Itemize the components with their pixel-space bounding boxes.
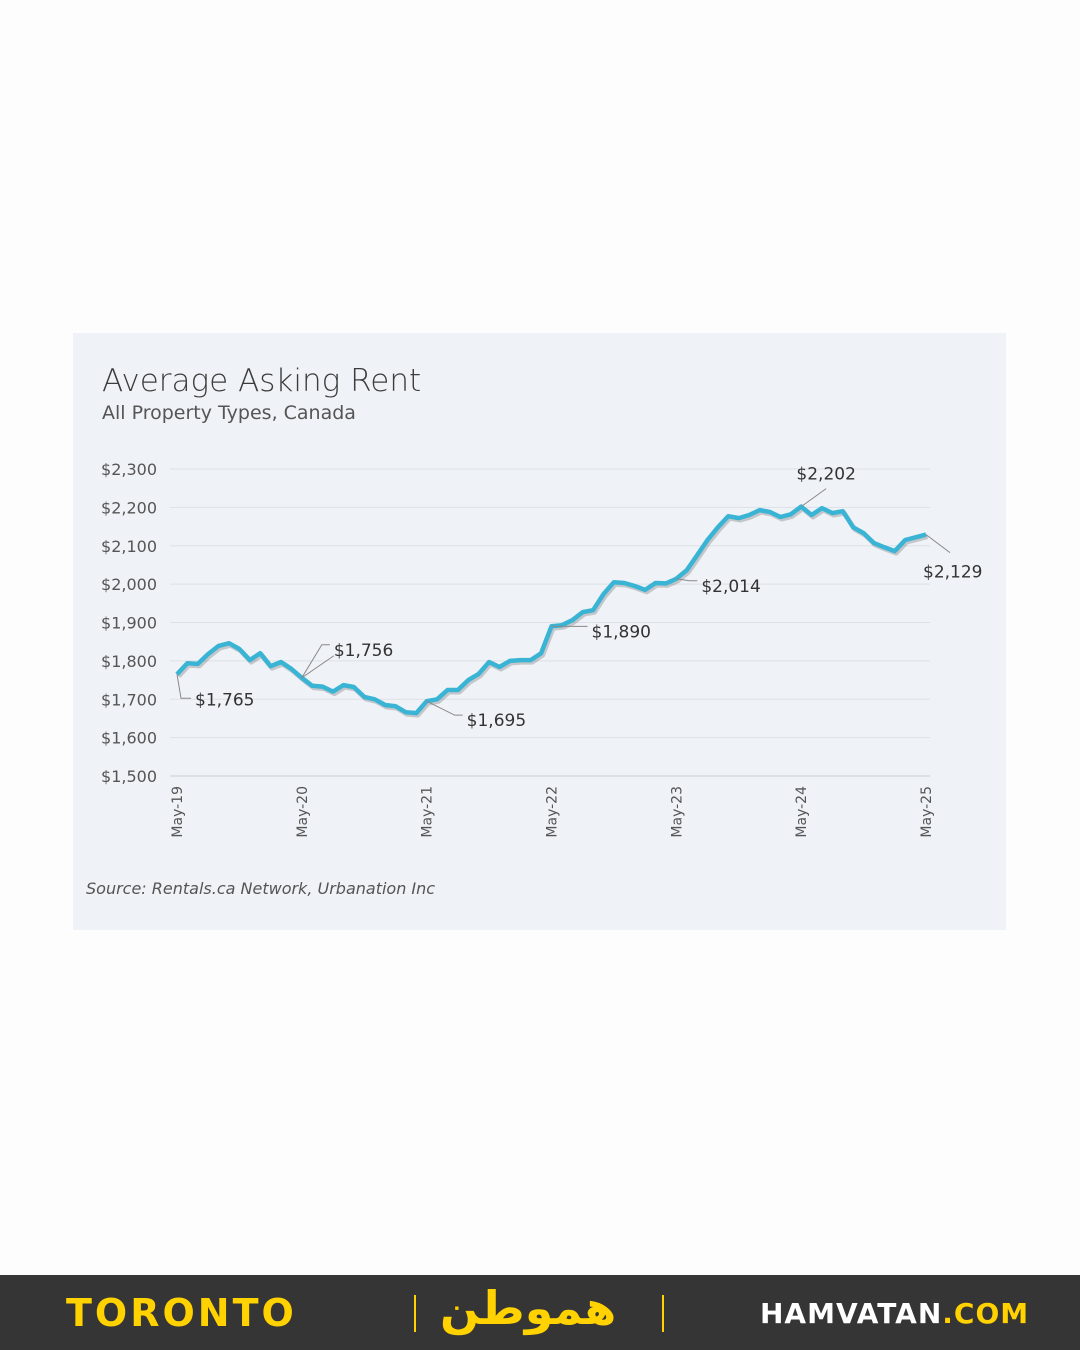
data-label: $1,695 <box>467 711 526 731</box>
y-tick-label: $1,900 <box>101 614 157 633</box>
separator <box>662 1295 664 1332</box>
data-label: $1,765 <box>195 690 254 710</box>
site-link[interactable]: HAMVATAN.COM <box>760 1297 1029 1330</box>
annotation-leader <box>800 488 827 508</box>
annotation-leader <box>301 644 330 679</box>
series-line <box>175 504 927 716</box>
data-label: $2,129 <box>923 563 982 583</box>
x-tick-label: May-22 <box>545 786 561 838</box>
city-label: TORONTO <box>66 1291 297 1335</box>
annotation-leader <box>426 700 463 716</box>
y-tick-label: $2,100 <box>101 537 157 556</box>
y-tick-label: $2,200 <box>101 498 157 517</box>
data-label: $1,890 <box>592 622 651 642</box>
chart-title: Average Asking Rent <box>102 363 422 399</box>
annotation-leader <box>301 655 335 679</box>
data-label: $2,014 <box>701 577 760 597</box>
y-tick-label: $2,300 <box>101 460 157 479</box>
y-tick-label: $1,700 <box>101 690 157 709</box>
annotation-leader <box>925 534 951 554</box>
series-line-shadow <box>176 506 929 718</box>
chart-subtitle: All Property Types, Canada <box>102 402 356 424</box>
annotation-leader <box>676 578 698 582</box>
x-tick-label: May-20 <box>295 786 311 838</box>
footer-bar: TORONTO هموطن HAMVATAN.COM <box>0 1275 1080 1350</box>
site-name: HAMVATAN <box>760 1297 943 1330</box>
y-tick-label: $1,800 <box>101 652 157 671</box>
x-tick-label: May-25 <box>919 786 935 838</box>
chart-card: Average Asking Rent All Property Types, … <box>73 333 1006 930</box>
site-domain: .COM <box>942 1297 1030 1330</box>
x-tick-label: May-21 <box>420 786 436 838</box>
x-tick-label: May-23 <box>669 786 685 838</box>
hamvatan-logo: هموطن <box>440 1281 617 1335</box>
y-tick-label: $1,600 <box>101 729 157 748</box>
annotation-leader <box>176 674 191 699</box>
x-tick-label: May-24 <box>794 786 810 838</box>
separator <box>414 1295 416 1332</box>
data-label: $2,202 <box>796 465 855 485</box>
data-label: $1,756 <box>334 641 393 661</box>
y-tick-label: $2,000 <box>101 575 157 594</box>
chart-source: Source: Rentals.ca Network, Urbanation I… <box>86 879 436 898</box>
x-tick-label: May-19 <box>170 786 186 838</box>
y-tick-label: $1,500 <box>101 767 157 786</box>
